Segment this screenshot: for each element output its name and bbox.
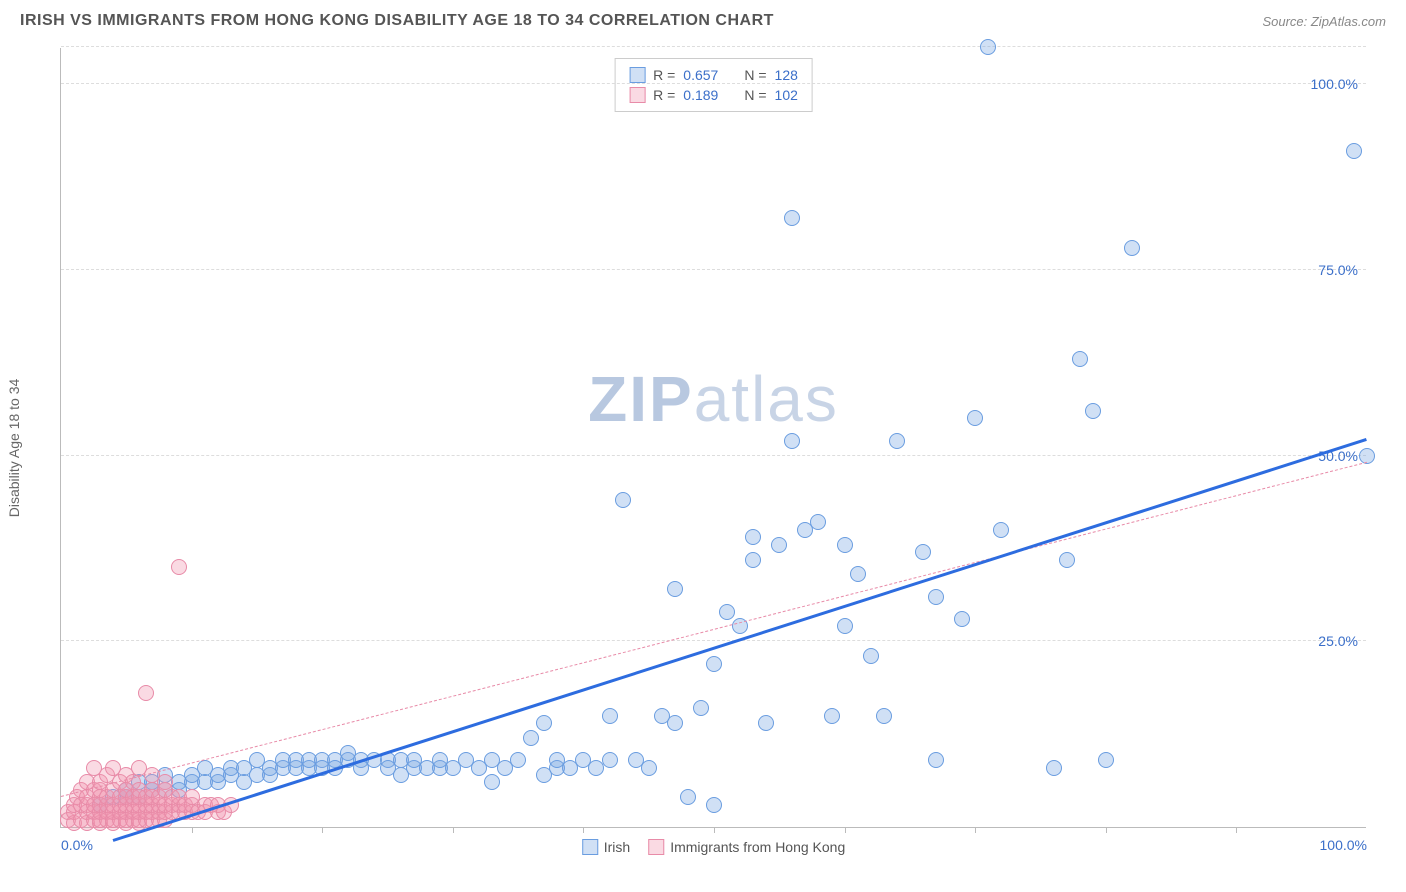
xtick	[322, 827, 323, 833]
point-irish	[523, 730, 539, 746]
xtick	[975, 827, 976, 833]
point-irish	[719, 604, 735, 620]
n-label: N =	[744, 87, 766, 103]
gridline-h	[61, 83, 1366, 84]
legend-label-irish: Irish	[604, 839, 630, 855]
swatch-irish	[629, 67, 645, 83]
legend-item-irish: Irish	[582, 839, 630, 855]
point-irish	[837, 618, 853, 634]
swatch-irish	[582, 839, 598, 855]
point-irish	[602, 708, 618, 724]
xtick	[1106, 827, 1107, 833]
xtick	[453, 827, 454, 833]
gridline-h	[61, 640, 1366, 641]
point-irish	[745, 529, 761, 545]
point-irish	[967, 410, 983, 426]
point-hk	[157, 774, 173, 790]
chart-container: Disability Age 18 to 34 ZIPatlas R = 0.6…	[20, 38, 1386, 858]
source-prefix: Source:	[1262, 14, 1310, 29]
chart-title: IRISH VS IMMIGRANTS FROM HONG KONG DISAB…	[20, 12, 774, 30]
swatch-hk	[629, 87, 645, 103]
point-irish	[980, 39, 996, 55]
point-irish	[667, 715, 683, 731]
point-irish	[667, 581, 683, 597]
point-irish	[993, 522, 1009, 538]
point-irish	[889, 433, 905, 449]
point-irish	[706, 656, 722, 672]
xtick	[192, 827, 193, 833]
n-value-hk: 102	[775, 87, 798, 103]
point-irish	[1072, 351, 1088, 367]
point-irish	[915, 544, 931, 560]
point-irish	[745, 552, 761, 568]
watermark-zip: ZIP	[588, 363, 694, 435]
stats-row-hk: R = 0.189 N = 102	[629, 85, 798, 105]
point-irish	[536, 715, 552, 731]
point-irish	[771, 537, 787, 553]
point-irish	[693, 700, 709, 716]
chart-source: Source: ZipAtlas.com	[1262, 14, 1386, 29]
swatch-hk	[648, 839, 664, 855]
xtick-label: 100.0%	[1320, 837, 1367, 853]
point-irish	[954, 611, 970, 627]
point-irish	[706, 797, 722, 813]
r-label: R =	[653, 87, 675, 103]
point-irish	[615, 492, 631, 508]
legend-item-hk: Immigrants from Hong Kong	[648, 839, 845, 855]
point-irish	[863, 648, 879, 664]
point-irish	[484, 774, 500, 790]
n-label: N =	[744, 67, 766, 83]
point-irish	[1059, 552, 1075, 568]
point-irish	[641, 760, 657, 776]
point-hk	[171, 559, 187, 575]
r-value-irish: 0.657	[683, 67, 718, 83]
r-label: R =	[653, 67, 675, 83]
ytick-label: 75.0%	[1318, 262, 1358, 278]
point-irish	[510, 752, 526, 768]
point-hk	[138, 685, 154, 701]
plot-area: ZIPatlas R = 0.657 N = 128 R = 0.189 N =…	[60, 48, 1366, 828]
point-irish	[758, 715, 774, 731]
gridline-h	[61, 455, 1366, 456]
point-irish	[1124, 240, 1140, 256]
ytick-label: 100.0%	[1311, 76, 1358, 92]
point-irish	[1359, 448, 1375, 464]
point-irish	[680, 789, 696, 805]
point-irish	[824, 708, 840, 724]
source-name: ZipAtlas.com	[1311, 14, 1386, 29]
point-irish	[784, 433, 800, 449]
point-irish	[928, 589, 944, 605]
y-axis-label: Disability Age 18 to 34	[6, 379, 22, 518]
point-irish	[784, 210, 800, 226]
point-irish	[837, 537, 853, 553]
xtick	[845, 827, 846, 833]
point-irish	[928, 752, 944, 768]
ytick-label: 25.0%	[1318, 633, 1358, 649]
point-irish	[1085, 403, 1101, 419]
gridline-h	[61, 269, 1366, 270]
xtick	[1236, 827, 1237, 833]
point-irish	[1046, 760, 1062, 776]
xtick	[714, 827, 715, 833]
point-irish	[810, 514, 826, 530]
regression-line-hk	[61, 462, 1367, 797]
point-irish	[602, 752, 618, 768]
r-value-hk: 0.189	[683, 87, 718, 103]
n-value-irish: 128	[775, 67, 798, 83]
point-irish	[876, 708, 892, 724]
point-irish	[1346, 143, 1362, 159]
stats-legend-box: R = 0.657 N = 128 R = 0.189 N = 102	[614, 58, 813, 112]
watermark-atlas: atlas	[694, 363, 839, 435]
point-irish	[1098, 752, 1114, 768]
bottom-legend: Irish Immigrants from Hong Kong	[582, 839, 846, 855]
xtick-label: 0.0%	[61, 837, 93, 853]
xtick	[583, 827, 584, 833]
point-irish	[850, 566, 866, 582]
watermark: ZIPatlas	[588, 362, 839, 436]
gridline-h	[61, 46, 1366, 47]
stats-row-irish: R = 0.657 N = 128	[629, 65, 798, 85]
legend-label-hk: Immigrants from Hong Kong	[670, 839, 845, 855]
